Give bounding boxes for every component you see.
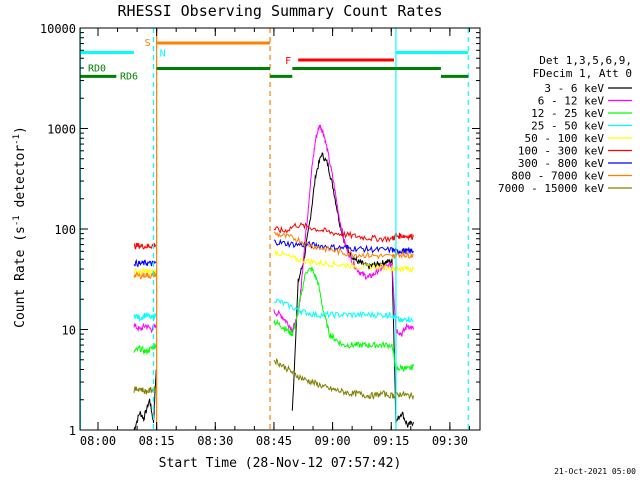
y-axis-label: Count Rate (s-1 detector-1) (12, 126, 28, 328)
legend-label-6: 300 - 800 keV (518, 157, 604, 170)
x-tick-label-1: 08:15 (139, 434, 175, 448)
series-line-6-0 (133, 258, 157, 267)
chart-title: RHESSI Observing Summary Count Rates (117, 2, 442, 20)
x-tick-label-2: 08:30 (197, 434, 233, 448)
series-line-8-1 (273, 357, 414, 401)
state-label-3: F (285, 56, 291, 67)
legend-label-1: 6 - 12 keV (538, 95, 605, 108)
y-tick-label-1: 10 (62, 324, 76, 338)
legend-label-0: 3 - 6 keV (544, 82, 604, 95)
series-line-5-1 (273, 222, 414, 244)
series-line-4-1 (273, 249, 414, 273)
y-tick-label-2: 100 (54, 223, 76, 237)
y-label-sup-1: -1 (12, 215, 22, 226)
x-axis-label: Start Time (28-Nov-12 07:57:42) (159, 456, 402, 471)
state-label-4: RD0 (88, 64, 106, 75)
x-tick-label-3: 08:45 (256, 434, 292, 448)
y-label-sup-2: -1 (12, 134, 22, 145)
legend-label-5: 100 - 300 keV (518, 145, 604, 158)
x-tick-label-6: 09:30 (432, 434, 468, 448)
state-label-2: N (160, 49, 166, 60)
legend: Det 1,3,5,6,9, FDecim 1, Att 0 3 - 6 keV… (498, 54, 632, 195)
series-line-2-0 (133, 342, 157, 356)
series-line-6-1 (273, 238, 414, 255)
y-label-end: ) (13, 126, 28, 134)
series-line-3-0 (133, 312, 157, 323)
legend-label-2: 12 - 25 keV (531, 107, 604, 120)
y-label-main: Count Rate (s (13, 226, 28, 328)
legend-title-line-1: Det 1,3,5,6,9, (539, 54, 632, 67)
series-line-7-1 (273, 231, 414, 260)
x-tick-label-0: 08:00 (80, 434, 116, 448)
x-tick-label-5: 09:15 (373, 434, 409, 448)
footer-date: 21-Oct-2021 05:00 (554, 467, 636, 476)
legend-label-8: 7000 - 15000 keV (498, 182, 604, 195)
legend-label-4: 50 - 100 keV (525, 132, 605, 145)
state-label-1: S (145, 38, 151, 49)
legend-title-line-2: FDecim 1, Att 0 (533, 67, 632, 80)
series-line-2-1 (273, 266, 414, 373)
x-tick-label-4: 09:00 (315, 434, 351, 448)
series-line-3-1 (273, 298, 414, 323)
plot-frame (79, 27, 481, 431)
legend-label-3: 25 - 50 keV (531, 120, 604, 133)
y-tick-label-4: 10000 (40, 22, 76, 36)
legend-label-7: 800 - 7000 keV (511, 170, 604, 183)
state-label-5: RD6 (120, 71, 138, 82)
y-tick-label-3: 1000 (47, 123, 76, 137)
y-tick-label-0: 1 (69, 424, 76, 438)
y-label-mid: detector (13, 145, 28, 216)
